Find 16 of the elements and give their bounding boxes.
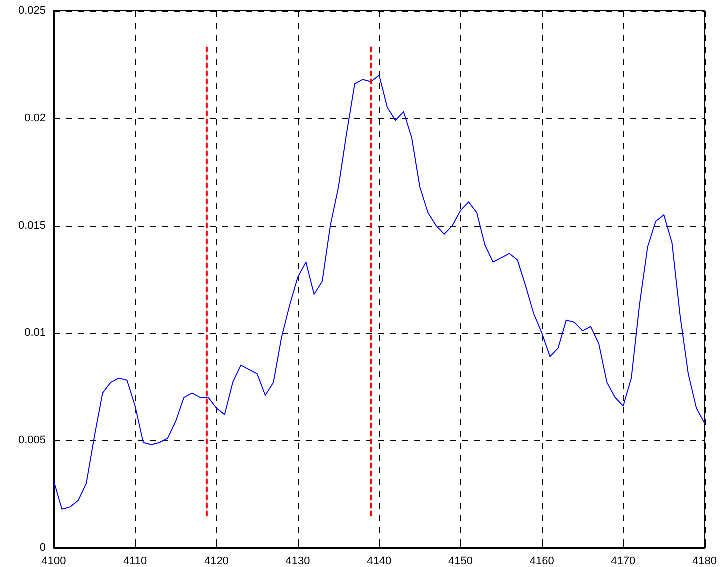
x-tick-label: 4120 — [204, 556, 229, 567]
line-series — [54, 74, 706, 510]
x-tick-label: 4170 — [611, 556, 636, 567]
y-tick-label: 0.015 — [18, 220, 46, 232]
x-tick-label: 4100 — [42, 556, 66, 567]
y-tick-label: 0.025 — [18, 5, 46, 17]
y-tick-label: 0.01 — [24, 327, 46, 340]
x-tick-label: 4150 — [448, 556, 473, 567]
y-tick-label: 0 — [40, 542, 46, 554]
y-tick-label: 0.005 — [18, 434, 46, 447]
x-tick-label: 4130 — [286, 556, 310, 567]
x-tick-label: 4140 — [367, 556, 392, 567]
x-tick-label: 4180 — [692, 556, 718, 567]
y-tick-label: 0.02 — [24, 112, 46, 124]
x-tick-label: 4160 — [530, 556, 554, 567]
x-tick-label: 4110 — [124, 556, 148, 567]
